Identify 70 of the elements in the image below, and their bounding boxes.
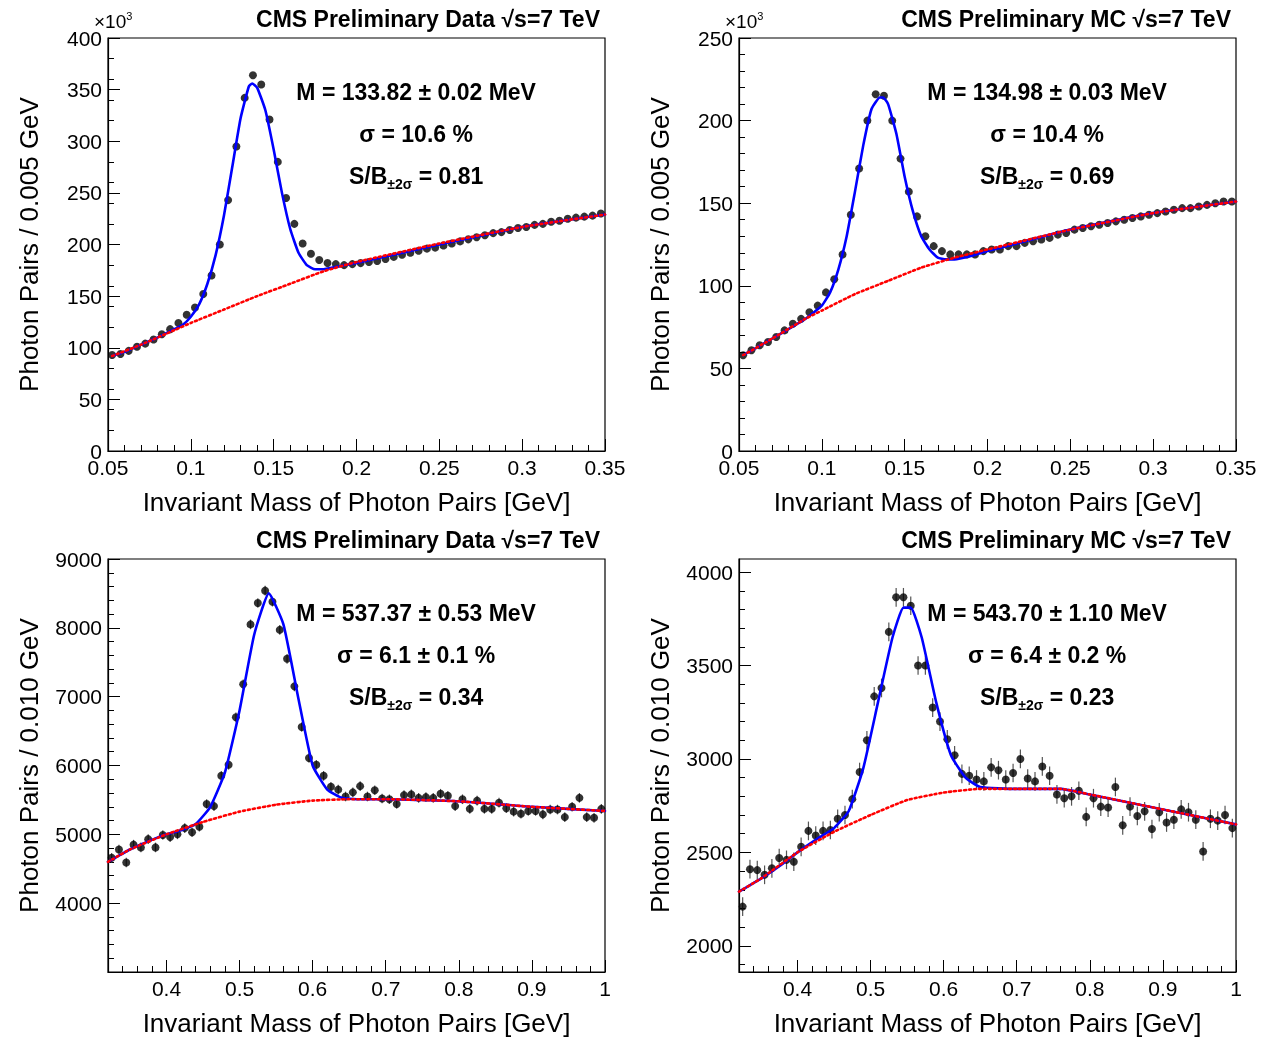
y-tick-label: 3000	[686, 747, 733, 771]
x-tick-label: 0.4	[782, 977, 813, 1000]
y-tick-label: 200	[697, 109, 733, 133]
x-tick-label: 0.2	[341, 456, 372, 479]
y-tick-label: 200	[66, 233, 102, 256]
x-tick-label: 0.9	[517, 977, 547, 1000]
x-tick-label: 0.7	[371, 977, 401, 1000]
annotation: M = 134.98 ± 0.03 MeV	[927, 79, 1168, 106]
y-axis-title: Photon Pairs / 0.005 GeV	[645, 96, 675, 392]
annotation: M = 543.70 ± 1.10 MeV	[927, 600, 1168, 627]
chart-title: CMS Preliminary MC √s=7 TeV	[901, 526, 1232, 553]
chart-title: CMS Preliminary MC √s=7 TeV	[901, 5, 1232, 32]
y-tick-label: 100	[66, 336, 102, 360]
y-axis-title: Photon Pairs / 0.005 GeV	[14, 96, 44, 392]
annotation: M = 537.37 ± 0.53 MeV	[296, 600, 537, 627]
y-tick-label: 400	[66, 26, 102, 50]
y-tick-label: 9000	[55, 547, 102, 571]
y-tick-label: 300	[66, 129, 102, 153]
y-tick-label: 250	[697, 26, 733, 50]
x-tick-label: 0.1	[176, 456, 206, 479]
x-axis-title: Invariant Mass of Photon Pairs [GeV]	[773, 487, 1202, 517]
y-tick-label: 50	[78, 387, 102, 411]
y-tick-label: 150	[66, 284, 102, 308]
y-axis-title: Photon Pairs / 0.010 GeV	[14, 617, 44, 913]
x-tick-label: 1	[599, 977, 611, 1000]
y-axis-title: Photon Pairs / 0.010 GeV	[645, 617, 675, 913]
x-tick-label: 0.25	[1049, 456, 1091, 479]
x-tick-label: 0.2	[972, 456, 1003, 479]
y-tick-label: 2500	[686, 840, 733, 864]
annotation: σ = 10.6 %	[359, 121, 473, 148]
y-tick-label: 350	[66, 78, 102, 102]
x-tick-label: 0.4	[151, 977, 182, 1000]
y-tick-label: 250	[66, 181, 102, 205]
annotation: σ = 6.1 ± 0.1 %	[337, 642, 496, 669]
annotation: σ = 6.4 ± 0.2 %	[968, 642, 1127, 669]
y-tick-label: 150	[697, 191, 733, 215]
annotation: M = 133.82 ± 0.02 MeV	[296, 79, 537, 106]
annotation: σ = 10.4 %	[990, 121, 1104, 148]
chart-title: CMS Preliminary Data √s=7 TeV	[256, 5, 601, 32]
x-tick-label: 0.5	[224, 977, 255, 1000]
x-tick-label: 0.15	[253, 456, 295, 479]
y-tick-label: 5000	[55, 822, 102, 846]
y-tick-label: 4000	[686, 560, 733, 584]
x-tick-label: 0.35	[584, 456, 626, 479]
x-tick-label: 0.25	[418, 456, 460, 479]
x-tick-label: 0.7	[1002, 977, 1032, 1000]
x-tick-label: 0.5	[855, 977, 886, 1000]
x-axis-title: Invariant Mass of Photon Pairs [GeV]	[773, 1008, 1202, 1038]
x-tick-label: 0.6	[929, 977, 959, 1000]
x-tick-label: 0.8	[444, 977, 474, 1000]
y-tick-label: 100	[697, 274, 733, 298]
x-tick-label: 0.1	[807, 456, 837, 479]
x-tick-label: 0.3	[507, 456, 537, 479]
x-tick-label: 0.35	[1215, 456, 1257, 479]
x-tick-label: 1	[1230, 977, 1242, 1000]
chart-title: CMS Preliminary Data √s=7 TeV	[256, 526, 601, 553]
y-tick-label: 2000	[686, 934, 733, 958]
y-tick-label: 50	[709, 356, 733, 380]
y-tick-label: 8000	[55, 616, 102, 640]
x-tick-label: 0.15	[884, 456, 926, 479]
y-tick-label: 4000	[55, 891, 102, 915]
x-tick-label: 0.9	[1148, 977, 1178, 1000]
y-tick-label: 7000	[55, 685, 102, 709]
y-tick-label: 6000	[55, 754, 102, 777]
x-axis-title: Invariant Mass of Photon Pairs [GeV]	[142, 1008, 571, 1038]
x-axis-title: Invariant Mass of Photon Pairs [GeV]	[142, 487, 571, 517]
x-tick-label: 0.8	[1075, 977, 1105, 1000]
y-tick-label: 3500	[686, 654, 733, 678]
x-tick-label: 0.3	[1138, 456, 1168, 479]
x-tick-label: 0.6	[298, 977, 328, 1000]
